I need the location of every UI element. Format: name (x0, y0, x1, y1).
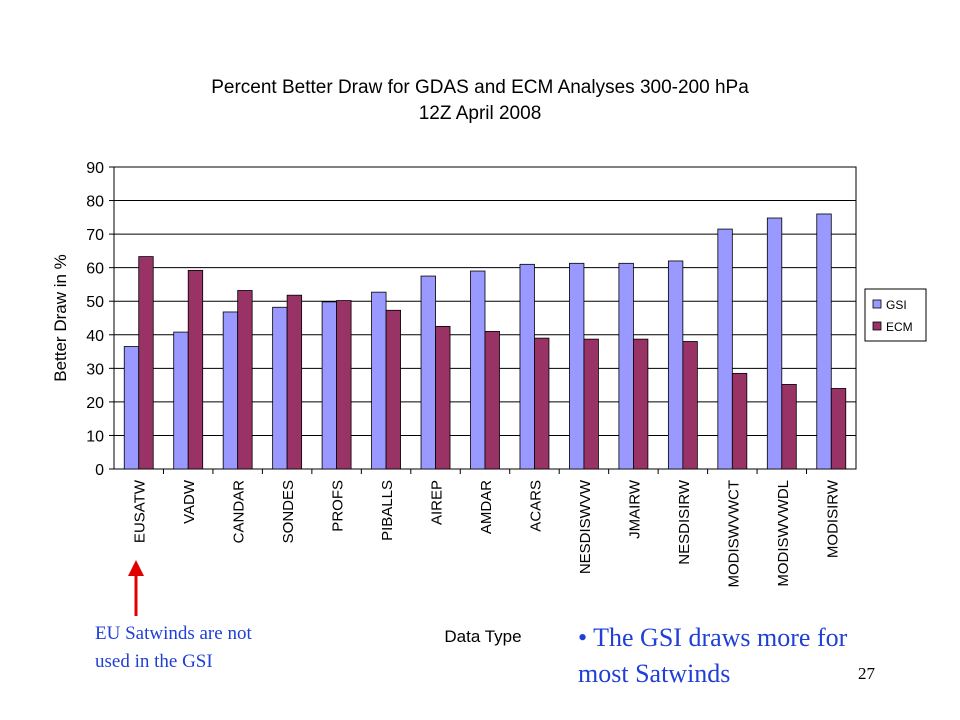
bar-gsi-eusatw (123, 346, 140, 470)
x-tick-label: AIREP (429, 480, 446, 525)
bar-gsi-sondes (272, 306, 288, 470)
y-tick-label: 0 (95, 462, 104, 479)
x-tick-label: PIBALLS (379, 480, 396, 541)
bar-ecm-jmairw (633, 338, 649, 470)
y-axis-ticks: 0 10 20 30 40 50 60 70 80 90 (86, 160, 114, 479)
y-tick-label: 20 (86, 395, 104, 412)
x-tick-label: MODISWVWCT (725, 480, 742, 587)
slide-number: 27 (858, 664, 875, 683)
bar-gsi-profs (321, 301, 338, 470)
legend: GSI ECM (864, 288, 927, 342)
y-tick-label: 70 (86, 227, 104, 244)
bar-ecm-amdar (484, 331, 500, 470)
legend-label-ecm: ECM (886, 320, 913, 334)
legend-swatch-ecm (872, 321, 882, 331)
bar-ecm-candar (237, 290, 253, 470)
red-arrow-head (128, 560, 144, 576)
y-tick-label: 50 (86, 294, 104, 311)
y-axis-label: Better Draw in % (51, 254, 70, 382)
eu-note-line1: EU Satwinds are not (95, 623, 252, 644)
x-tick-label: NESDISWVW (577, 479, 594, 574)
bar-gsi-modiswvwct (717, 228, 733, 470)
bar-ecm-profs (336, 300, 352, 470)
bar-gsi-vadw (173, 331, 189, 470)
bar-gsi-acars (519, 263, 535, 470)
bar-gsi-jmairw (618, 262, 634, 470)
x-tick-label: VADW (181, 479, 198, 524)
eu-satwinds-note: EU Satwinds are not used in the GSI (95, 620, 325, 676)
bar-ecm-airep (435, 325, 451, 470)
x-tick-label: PROFS (330, 480, 347, 532)
x-tick-label: NESDISIRW (676, 479, 693, 565)
bar-ecm-eusatw (138, 256, 154, 470)
bar-gsi-piballs (371, 291, 387, 470)
x-tick-label: MODISIRW (824, 479, 841, 558)
x-tick-label: JMAIRW (626, 479, 643, 539)
bar-gsi-amdar (470, 270, 486, 470)
eu-note-line2: used in the GSI (95, 651, 213, 672)
x-tick-label: CANDAR (231, 480, 248, 544)
y-tick-label: 10 (86, 428, 104, 445)
gsi-satwinds-note: • The GSI draws more for most Satwinds (578, 620, 938, 692)
bar-gsi-modisirw (816, 213, 832, 470)
bar-gsi-candar (222, 311, 239, 470)
chart-subtitle: 12Z April 2008 (419, 103, 542, 124)
legend-swatch-gsi (872, 299, 882, 309)
bar-ecm-nesdiswvw (583, 338, 599, 470)
bar-gsi-airep (420, 275, 436, 470)
y-tick-label: 60 (86, 261, 104, 278)
x-tick-label: ACARS (527, 480, 544, 532)
x-axis-label: Data Type (444, 627, 521, 646)
gsi-note-line1: • The GSI draws more for (578, 623, 848, 652)
legend-label-gsi: GSI (886, 298, 907, 312)
bar-ecm-modiswvwdl (781, 384, 797, 470)
gsi-note-line2: most Satwinds (578, 659, 731, 688)
bar-gsi-modiswvwdl (766, 217, 783, 470)
y-tick-label: 80 (86, 194, 104, 211)
x-tick-label: AMDAR (478, 480, 495, 534)
x-tick-label: SONDES (280, 480, 297, 543)
bar-ecm-nesdisirw (682, 341, 698, 470)
bar-ecm-acars (534, 337, 550, 470)
chart-title: Percent Better Draw for GDAS and ECM Ana… (211, 77, 749, 98)
bar-gsi-nesdiswvw (569, 262, 585, 470)
y-tick-label: 40 (86, 328, 104, 345)
x-tick-label: MODISWVWDL (775, 480, 792, 587)
bar-ecm-piballs (385, 309, 401, 470)
x-tick-label: EUSATW (132, 479, 149, 543)
bar-ecm-modisirw (830, 388, 847, 470)
bar-ecm-vadw (187, 269, 204, 470)
bar-gsi-nesdisirw (667, 260, 684, 470)
bar-ecm-sondes (286, 294, 303, 470)
legend-box (864, 288, 927, 342)
x-axis-category-labels: EUSATW VADW CANDAR SONDES PROFS PIBALLS AIREP A… (132, 469, 841, 587)
y-tick-label: 30 (86, 361, 104, 378)
bar-ecm-modiswvwct (731, 372, 748, 470)
y-tick-label: 90 (86, 160, 104, 177)
bars (123, 213, 847, 470)
